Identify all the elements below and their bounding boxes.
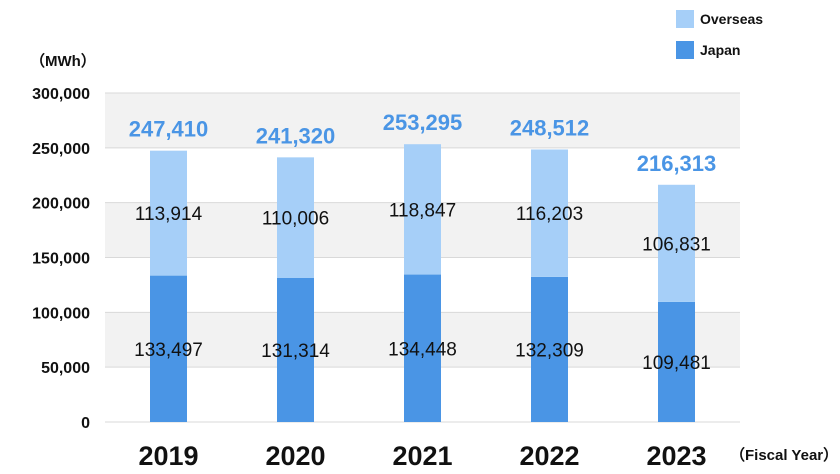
legend-swatch-overseas [676, 10, 694, 28]
legend: Overseas Japan [676, 10, 763, 59]
bar-overseas [404, 144, 441, 275]
segment-label: 131,314 [261, 341, 330, 362]
total-label: 253,295 [383, 110, 463, 135]
total-label: 216,313 [637, 151, 717, 176]
x-axis: 2019 2020 2021 2022 2023 [138, 441, 706, 471]
bar-overseas [531, 149, 568, 277]
total-label: 247,410 [129, 117, 209, 142]
segment-label: 113,914 [135, 204, 203, 225]
x-tick-label: 2022 [519, 441, 579, 471]
x-tick-label: 2020 [265, 441, 325, 471]
segment-label: 110,006 [262, 209, 329, 230]
bar-overseas [150, 150, 187, 276]
bar-japan [658, 301, 695, 422]
y-tick-label: 250,000 [32, 141, 90, 158]
y-tick-label: 100,000 [32, 305, 90, 322]
y-tick-label: 150,000 [32, 251, 90, 268]
y-tick-label: 50,000 [41, 360, 90, 377]
segment-label: 109,481 [642, 353, 711, 374]
segment-label: 116,203 [516, 204, 583, 225]
bar-overseas [277, 157, 314, 278]
x-axis-label: （Fiscal Year） [730, 446, 838, 464]
segment-label: 133,497 [134, 340, 203, 361]
y-axis: 0 50,000 100,000 150,000 200,000 250,000 300,0… [32, 86, 90, 432]
bar-japan [404, 274, 441, 422]
segment-label: 132,309 [515, 340, 584, 361]
segment-label: 118,847 [389, 200, 456, 221]
y-axis-label: （MWh） [30, 52, 96, 70]
background-band [105, 93, 740, 148]
bar-overseas [658, 184, 695, 302]
legend-swatch-japan [676, 41, 694, 59]
legend-label-japan: Japan [700, 42, 740, 58]
bar-japan [150, 275, 187, 422]
bars [150, 144, 695, 422]
x-tick-label: 2023 [646, 441, 706, 471]
y-tick-label: 300,000 [32, 86, 90, 103]
bar-japan [531, 276, 568, 422]
y-tick-label: 200,000 [32, 196, 90, 213]
segment-label: 134,448 [388, 339, 457, 360]
data-labels: 133,497 113,914 247,410 131,314 110,006 241,3… [129, 110, 717, 374]
x-tick-label: 2019 [138, 441, 198, 471]
total-label: 248,512 [510, 115, 590, 140]
segment-label: 106,831 [642, 234, 711, 255]
total-label: 241,320 [256, 123, 336, 148]
legend-label-overseas: Overseas [700, 11, 763, 27]
y-tick-label: 0 [81, 415, 90, 432]
x-tick-label: 2021 [392, 441, 452, 471]
bar-japan [277, 277, 314, 422]
